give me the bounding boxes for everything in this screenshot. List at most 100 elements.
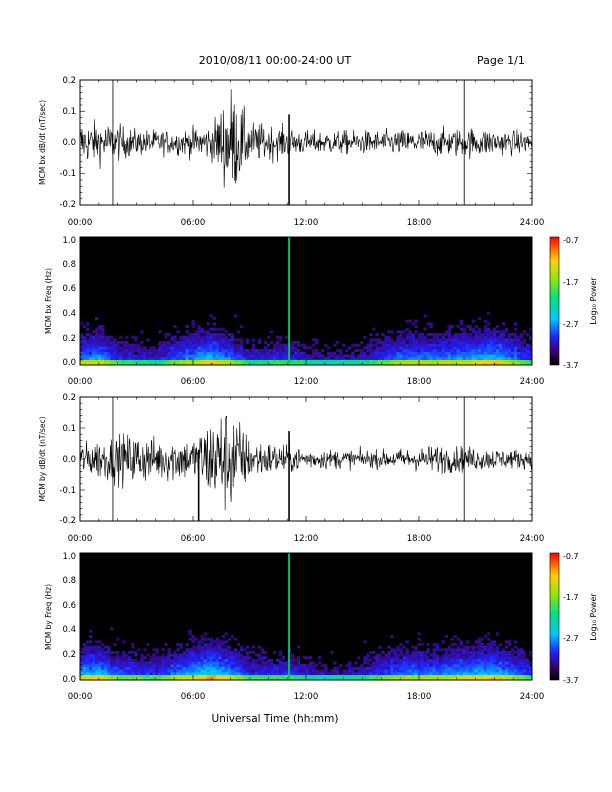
spectrogram-cell <box>471 645 476 649</box>
spectrogram-cell <box>203 677 207 681</box>
spectrogram-cell <box>435 349 439 352</box>
spectrogram-cell <box>408 319 412 323</box>
spectrogram-cell <box>486 351 491 355</box>
spectrogram-cell <box>257 351 262 355</box>
spectrogram-cell <box>263 666 268 670</box>
spectrogram-cell <box>266 658 271 662</box>
spectrogram-cell <box>155 362 159 366</box>
spectrogram-cell <box>230 349 234 352</box>
spectrogram-cell <box>492 653 497 657</box>
colorbar-top-label: Log₁₀ Power <box>589 277 598 325</box>
spectrogram-cell <box>375 351 379 355</box>
spectrogram-cell <box>417 354 421 358</box>
spectrogram-cell <box>495 632 500 636</box>
spectrogram-cell <box>504 362 509 366</box>
spectrogram-cell <box>188 351 192 355</box>
spectrogram-cell <box>170 674 174 678</box>
spectrogram-cell <box>474 335 479 339</box>
spectrogram-cell <box>182 674 186 678</box>
spectrogram-cell <box>525 349 530 352</box>
spectrogram-cell <box>203 672 207 676</box>
spectrogram-cell <box>462 357 466 360</box>
spectrogram-cell <box>384 362 388 366</box>
spectrogram-cell <box>417 669 421 673</box>
spectrogram-cell <box>89 658 93 662</box>
spectrogram-cell <box>155 672 159 676</box>
spectrogram-cell <box>369 357 373 360</box>
spectrogram-cell <box>296 661 301 665</box>
spectrogram-cell <box>459 349 463 352</box>
spectrogram-cell <box>465 650 470 654</box>
spectrogram-cell <box>360 351 364 355</box>
spectrogram-cell <box>438 343 442 347</box>
spectrogram-cell <box>465 351 470 355</box>
spectrogram-cell <box>372 343 376 347</box>
spectrogram-cell <box>525 357 530 360</box>
spectrogram-cell <box>245 650 250 654</box>
spectrogram-cell <box>426 362 430 366</box>
x-tick-label: 12:00 <box>294 692 319 702</box>
spectrogram-cell <box>459 338 463 342</box>
spectrogram-cell <box>224 330 228 334</box>
spectrogram-cell <box>387 349 391 352</box>
spectrogram-cell <box>447 359 451 363</box>
spectrogram-cell <box>200 640 204 644</box>
spectrogram-cell <box>402 669 406 673</box>
spectrogram-cell <box>432 341 436 344</box>
spectrogram-cell <box>348 354 352 358</box>
spectrogram-cell <box>293 664 298 668</box>
spectrogram-cell <box>173 359 177 363</box>
spectrogram-cell <box>167 359 171 363</box>
spectrogram-cell <box>224 632 228 636</box>
spectrogram-cell <box>242 349 247 352</box>
spectrogram-cell <box>408 330 412 334</box>
spectrogram-cell <box>107 677 111 681</box>
spectrogram-cell <box>306 656 310 660</box>
spectrogram-cell <box>152 349 156 352</box>
spectrogram-cell <box>257 354 262 358</box>
spectrogram-cell <box>450 658 454 662</box>
spectrogram-cell <box>468 357 473 360</box>
spectrogram-cell <box>245 658 250 662</box>
spectrogram-cell <box>486 311 491 315</box>
spectrogram-cell <box>456 359 460 363</box>
spectrogram-cell <box>260 648 265 652</box>
spectrogram-cell <box>504 354 509 358</box>
spectrogram-cell <box>224 354 228 358</box>
spectrogram-cell <box>266 672 271 676</box>
spectrogram-cell <box>465 362 470 366</box>
spectrogram-cell <box>327 672 331 676</box>
spectrogram-cell <box>188 354 192 358</box>
spectrogram-cell <box>399 357 403 360</box>
spectrogram-cell <box>101 650 105 654</box>
spectrogram-cell <box>453 677 457 681</box>
spectrogram-cell <box>200 346 204 350</box>
spectrogram-cell <box>209 343 213 347</box>
spectrogram-cell <box>194 362 198 366</box>
spectrogram-cell <box>221 658 225 662</box>
spectrogram-cell <box>420 672 424 676</box>
spectrogram-cell <box>98 666 102 670</box>
spectrogram-cell <box>86 658 90 662</box>
spectrogram-cell <box>381 664 385 668</box>
spectrogram-cell <box>414 645 418 649</box>
spectrogram-cell <box>339 354 343 358</box>
spectrogram-cell <box>83 661 87 665</box>
spectrogram-cell <box>86 653 90 657</box>
spectrogram-cell <box>215 354 219 358</box>
spectrogram-cell <box>498 359 503 363</box>
spectrogram-cell <box>179 645 183 649</box>
spectrogram-cell <box>263 664 268 668</box>
spectrogram-cell <box>137 672 141 676</box>
spectrogram-cell <box>173 656 177 660</box>
spectrogram-cell <box>426 666 430 670</box>
spectrogram-cell <box>432 346 436 350</box>
spectrogram-cell <box>453 338 457 342</box>
spectrogram-cell <box>474 656 479 660</box>
spectrogram-cell <box>477 664 482 668</box>
spectrogram-cell <box>158 330 162 334</box>
spectrogram-cell <box>278 664 283 668</box>
spectrogram-cell <box>95 664 99 668</box>
spectrogram-cell <box>182 661 186 665</box>
spectrogram-cell <box>176 346 180 350</box>
